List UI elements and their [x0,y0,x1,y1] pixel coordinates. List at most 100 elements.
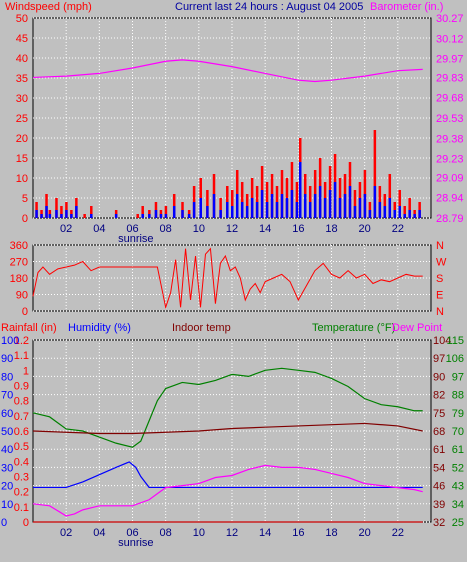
rainfall-tick: 0.4 [14,456,29,468]
rainfall-tick: 1.1 [14,350,29,362]
rainfall-tick: 0.9 [14,381,29,393]
wind-bar-average [363,194,367,218]
x-tick-label: 22 [392,527,404,539]
wind-bar-gust [90,206,93,218]
x-tick-label: 08 [160,223,172,235]
wind-bar-average [235,194,239,218]
indoor-tick: 54 [433,462,445,474]
x-tick-label: 16 [292,527,304,539]
x-tick-label: 20 [359,223,371,235]
wind-bar-average [75,206,78,218]
direction-compass-label: N [436,306,444,318]
wind-bar-gust [265,182,269,218]
temperature-tick: 115 [446,335,464,347]
grid-layer [33,17,431,523]
wind-y-tick: 45 [16,33,28,45]
x-tick-label: 14 [259,223,271,235]
indoor-tick: 46 [433,481,445,493]
rainfall-tick: 1 [23,365,29,377]
rainfall-tick: 0.1 [14,502,29,514]
wind-bar-average [70,214,73,218]
temperature-tick: 88 [452,390,464,402]
wind-bar-average [403,214,406,218]
wind-bar-average [159,214,163,218]
wind-bar-average [260,190,264,218]
wind-bar-gust [55,198,58,218]
wind-bar-average [333,182,337,218]
wind-bar-gust [403,206,406,218]
temperature-tick: 52 [452,462,464,474]
x-tick-label: 06 [126,527,138,539]
temperature-tick: 43 [452,481,464,493]
humidity-tick: 20 [1,481,13,493]
rainfall-title: Rainfall (in) [1,322,57,334]
wind-bar-average [298,162,302,218]
direction-y-tick: 360 [10,240,28,252]
wind-bar-gust [136,214,139,218]
humidity-tick: 100 [1,335,19,347]
marks-layer [32,59,423,523]
wind-bar-gust [164,206,168,218]
windspeed-title: Windspeed (mph) [5,1,92,13]
humidity-tick: 30 [1,462,13,474]
wind-bar-gust [240,182,244,218]
rainfall-tick: 1.2 [14,335,29,347]
wind-bar-average [148,214,151,218]
direction-compass-label: N [436,240,444,252]
wind-bar-average [245,206,249,218]
wind-bar-average [270,194,274,218]
wind-bar-average [338,198,342,218]
wind-bar-average [45,206,48,218]
x-tick-label: 16 [292,223,304,235]
temperature-tick: 25 [452,517,464,529]
wind-bar-gust [353,190,357,218]
wind-bar-average [303,194,307,218]
rainfall-tick: 0.3 [14,472,29,484]
wind-bar-average [388,198,392,218]
climate-line [32,422,423,435]
barometer-tick: 29.83 [436,72,464,84]
wind-bar-average [358,198,362,218]
wind-bar-average [308,202,312,218]
wind-bar-average [313,194,317,218]
indoor-tick: 75 [433,408,445,420]
climate-line [33,461,423,489]
wind-bar-average [40,214,43,218]
wind-bar-average [60,214,63,218]
temperature-tick: 106 [446,353,464,365]
humidity-tick: 70 [1,390,13,402]
wind-bar-average [318,186,322,218]
rainfall-tick: 0 [23,517,29,529]
wind-bar-average [393,210,397,218]
wind-bar-gust [83,214,86,218]
wind-bar-average [328,190,332,218]
x-tick-label: 18 [325,223,337,235]
wind-bar-average [290,190,294,218]
wind-bar-average [35,210,38,218]
rainfall-tick: 0.6 [14,426,29,438]
humidity-tick: 40 [1,444,13,456]
wind-bar-average [212,194,216,218]
x-tick-label: 04 [93,223,105,235]
wind-bar-average [418,210,421,218]
x-tick-label: 18 [325,527,337,539]
wind-bar-average [295,202,299,218]
indoor-temp-title: Indoor temp [172,322,231,334]
humidity-tick: 80 [1,371,13,383]
barometer-tick: 29.97 [436,54,464,66]
wind-bar-average [265,202,269,218]
wind-bar-average [280,194,284,218]
wind-y-tick: 30 [16,93,28,105]
direction-y-tick: 270 [10,257,28,269]
wind-bar-gust [388,174,392,218]
wind-y-tick: 15 [16,153,28,165]
wind-bar-average [192,202,196,218]
wind-bar-average [378,202,382,218]
indoor-tick: 97 [433,353,445,365]
barometer-tick: 29.23 [436,154,464,166]
x-tick-label: 08 [160,527,172,539]
indoor-tick: 68 [433,426,445,438]
barometer-tick: 30.12 [436,33,464,45]
humidity-tick: 10 [1,499,13,511]
